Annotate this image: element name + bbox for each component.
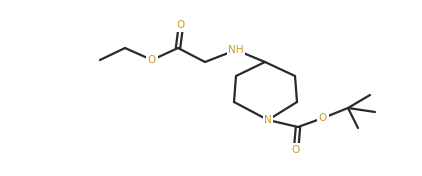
Text: O: O [148, 55, 156, 65]
Text: NH: NH [228, 45, 244, 55]
Text: O: O [319, 113, 327, 123]
Text: O: O [177, 20, 185, 30]
Text: N: N [264, 115, 272, 125]
Text: O: O [292, 145, 300, 155]
